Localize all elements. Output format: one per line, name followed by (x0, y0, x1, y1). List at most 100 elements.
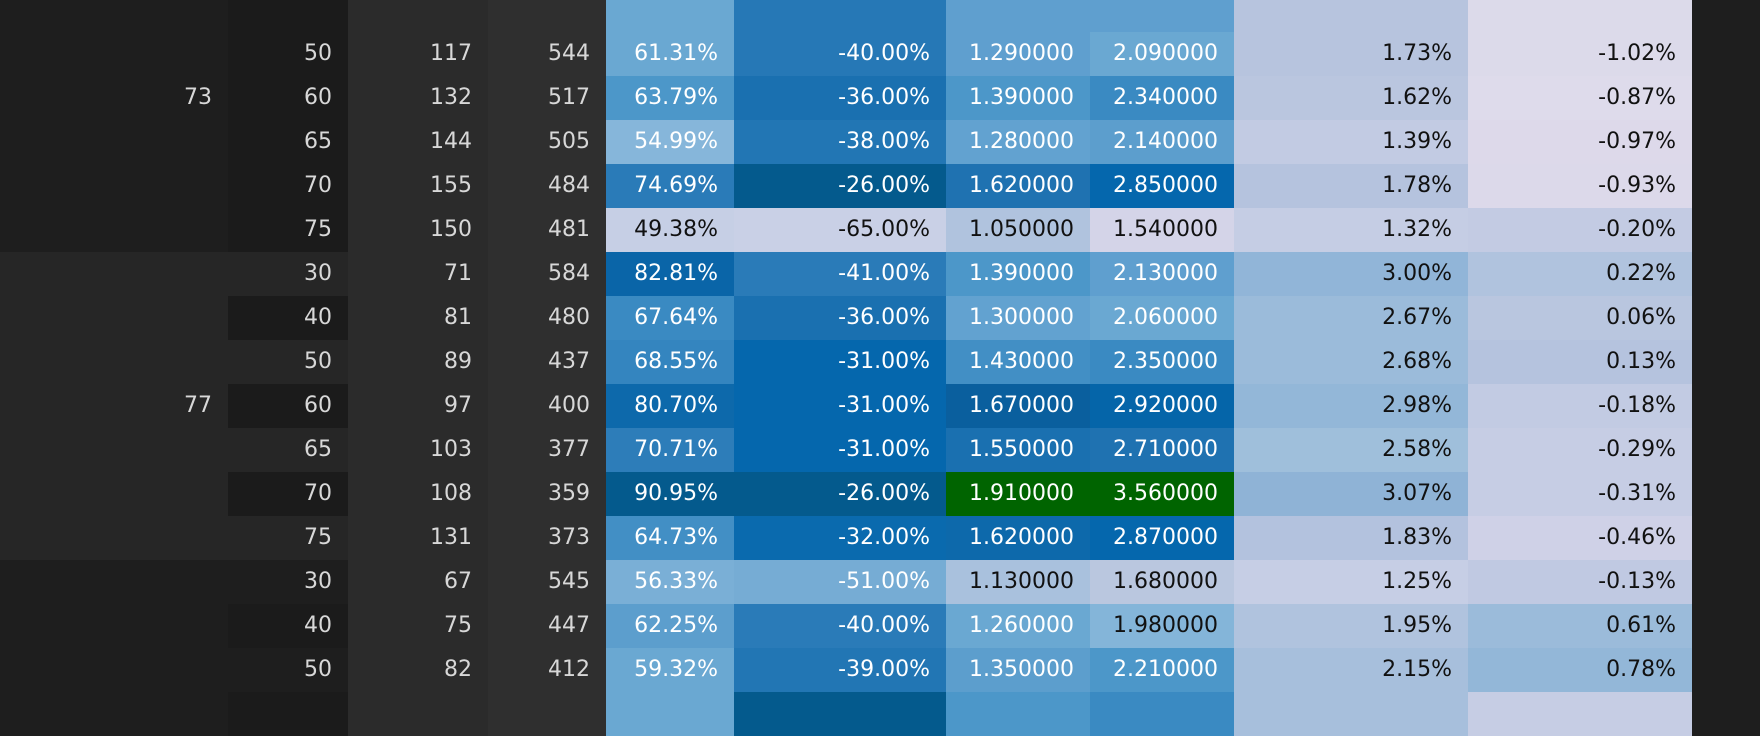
c8-cell[interactable]: 2.98% (1234, 384, 1468, 428)
c8-cell[interactable]: 1.25% (1234, 560, 1468, 604)
c3-cell[interactable]: 545 (488, 560, 606, 604)
group-cell[interactable]: 77 (0, 384, 228, 428)
group-cell[interactable] (0, 0, 228, 32)
c7-cell[interactable]: 2.090000 (1090, 32, 1234, 76)
group-cell[interactable] (0, 516, 228, 560)
c1-cell[interactable]: 70 (228, 472, 348, 516)
c4-cell[interactable]: 67.64% (606, 296, 734, 340)
c1-cell[interactable]: 75 (228, 516, 348, 560)
c7-cell[interactable] (1090, 692, 1234, 736)
c3-cell[interactable]: 359 (488, 472, 606, 516)
c9-cell[interactable]: 0.61% (1468, 604, 1692, 648)
c7-cell[interactable]: 2.710000 (1090, 428, 1234, 472)
c9-cell[interactable]: -1.02% (1468, 32, 1692, 76)
c5-cell[interactable] (734, 0, 946, 32)
c8-cell[interactable]: 1.32% (1234, 208, 1468, 252)
c5-cell[interactable]: -31.00% (734, 340, 946, 384)
group-cell[interactable]: 73 (0, 76, 228, 120)
c2-cell[interactable]: 117 (348, 32, 488, 76)
c2-cell[interactable]: 132 (348, 76, 488, 120)
table-row[interactable]: 40 75 447 62.25% -40.00% 1.260000 1.980000 1.95… (0, 604, 1760, 648)
group-cell[interactable] (0, 648, 228, 692)
c9-cell[interactable]: -0.87% (1468, 76, 1692, 120)
c3-cell[interactable]: 584 (488, 252, 606, 296)
table-row[interactable]: 50 89 437 68.55% -31.00% 1.430000 2.350000 2.68… (0, 340, 1760, 384)
c2-cell[interactable] (348, 0, 488, 32)
c4-cell[interactable]: 61.31% (606, 32, 734, 76)
c5-cell[interactable]: -31.00% (734, 428, 946, 472)
c6-cell[interactable]: 1.130000 (946, 560, 1090, 604)
c8-cell[interactable]: 2.67% (1234, 296, 1468, 340)
c7-cell[interactable]: 2.060000 (1090, 296, 1234, 340)
c3-cell[interactable]: 377 (488, 428, 606, 472)
c3-cell[interactable]: 437 (488, 340, 606, 384)
c7-cell[interactable]: 2.340000 (1090, 76, 1234, 120)
c6-cell[interactable] (946, 692, 1090, 736)
group-cell[interactable] (0, 296, 228, 340)
c5-cell[interactable]: -65.00% (734, 208, 946, 252)
table-row[interactable] (0, 692, 1760, 736)
c8-cell[interactable]: 3.00% (1234, 252, 1468, 296)
c2-cell[interactable]: 75 (348, 604, 488, 648)
c9-cell[interactable]: -0.97% (1468, 120, 1692, 164)
c2-cell[interactable]: 97 (348, 384, 488, 428)
table-row[interactable]: 77 60 97 400 80.70% -31.00% 1.670000 2.920000 2.… (0, 384, 1760, 428)
c9-cell[interactable]: 0.06% (1468, 296, 1692, 340)
c1-cell[interactable]: 50 (228, 340, 348, 384)
table-row[interactable]: 40 81 480 67.64% -36.00% 1.300000 2.060000 2.67… (0, 296, 1760, 340)
c2-cell[interactable]: 89 (348, 340, 488, 384)
c5-cell[interactable]: -36.00% (734, 76, 946, 120)
group-cell[interactable] (0, 692, 228, 736)
c6-cell[interactable]: 1.620000 (946, 164, 1090, 208)
c4-cell[interactable]: 82.81% (606, 252, 734, 296)
table-row[interactable]: 70 155 484 74.69% -26.00% 1.620000 2.850000 1.7… (0, 164, 1760, 208)
c6-cell[interactable]: 1.910000 (946, 472, 1090, 516)
c7-cell[interactable]: 2.140000 (1090, 120, 1234, 164)
c6-cell[interactable]: 1.670000 (946, 384, 1090, 428)
table-row[interactable] (0, 0, 1760, 32)
table-row[interactable]: 50 117 544 61.31% -40.00% 1.290000 2.090000 1.7… (0, 32, 1760, 76)
c1-cell[interactable]: 30 (228, 252, 348, 296)
c4-cell[interactable]: 59.32% (606, 648, 734, 692)
c5-cell[interactable]: -51.00% (734, 560, 946, 604)
c1-cell[interactable]: 75 (228, 208, 348, 252)
c3-cell[interactable]: 505 (488, 120, 606, 164)
c4-cell[interactable]: 90.95% (606, 472, 734, 516)
group-cell[interactable] (0, 560, 228, 604)
c5-cell[interactable]: -41.00% (734, 252, 946, 296)
table-row[interactable]: 65 144 505 54.99% -38.00% 1.280000 2.140000 1.3… (0, 120, 1760, 164)
c6-cell[interactable]: 1.290000 (946, 32, 1090, 76)
c8-cell[interactable]: 1.39% (1234, 120, 1468, 164)
c9-cell[interactable]: -0.29% (1468, 428, 1692, 472)
c3-cell[interactable]: 544 (488, 32, 606, 76)
c9-cell[interactable]: 0.13% (1468, 340, 1692, 384)
c3-cell[interactable]: 480 (488, 296, 606, 340)
c2-cell[interactable]: 150 (348, 208, 488, 252)
c1-cell[interactable]: 65 (228, 428, 348, 472)
c8-cell[interactable] (1234, 0, 1468, 32)
c6-cell[interactable]: 1.390000 (946, 252, 1090, 296)
table-row[interactable]: 75 150 481 49.38% -65.00% 1.050000 1.540000 1.3… (0, 208, 1760, 252)
c6-cell[interactable]: 1.350000 (946, 648, 1090, 692)
table-row[interactable]: 50 82 412 59.32% -39.00% 1.350000 2.210000 2.15… (0, 648, 1760, 692)
c4-cell[interactable]: 63.79% (606, 76, 734, 120)
c1-cell[interactable]: 40 (228, 296, 348, 340)
c6-cell[interactable]: 1.050000 (946, 208, 1090, 252)
c1-cell[interactable]: 60 (228, 76, 348, 120)
c6-cell[interactable]: 1.550000 (946, 428, 1090, 472)
c4-cell[interactable]: 49.38% (606, 208, 734, 252)
c2-cell[interactable]: 155 (348, 164, 488, 208)
c8-cell[interactable]: 3.07% (1234, 472, 1468, 516)
c8-cell[interactable]: 2.68% (1234, 340, 1468, 384)
c3-cell[interactable]: 373 (488, 516, 606, 560)
group-cell[interactable] (0, 428, 228, 472)
c7-cell[interactable]: 2.130000 (1090, 252, 1234, 296)
c9-cell[interactable] (1468, 0, 1692, 32)
c4-cell[interactable]: 70.71% (606, 428, 734, 472)
c4-cell[interactable]: 68.55% (606, 340, 734, 384)
c8-cell[interactable] (1234, 692, 1468, 736)
group-cell[interactable] (0, 208, 228, 252)
c3-cell[interactable] (488, 692, 606, 736)
c9-cell[interactable]: -0.13% (1468, 560, 1692, 604)
c8-cell[interactable]: 1.95% (1234, 604, 1468, 648)
